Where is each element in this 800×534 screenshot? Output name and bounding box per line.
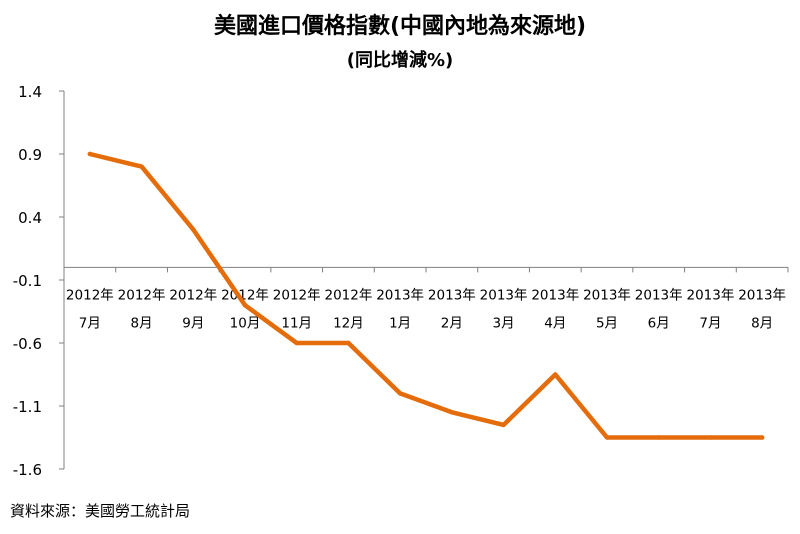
y-tick-label: 0.9: [18, 146, 42, 164]
x-tick-label-month: 10月: [230, 315, 261, 331]
x-tick-label-month: 6月: [648, 315, 670, 331]
x-tick-label-month: 9月: [182, 315, 204, 331]
data-point: [87, 151, 93, 157]
series: [87, 151, 765, 440]
data-point: [346, 340, 351, 346]
data-point: [759, 435, 765, 440]
x-tick-label-year: 2013年: [531, 287, 579, 303]
x-tick-label-month: 3月: [493, 315, 515, 331]
data-point: [553, 372, 558, 377]
x-tick-label-month: 11月: [281, 315, 312, 331]
data-point: [708, 435, 713, 440]
y-tick-label: -0.1: [13, 272, 42, 290]
y-tick-label: 1.4: [18, 83, 42, 101]
x-tick-label-month: 8月: [131, 315, 153, 331]
x-tick-label-year: 2013年: [738, 287, 786, 303]
x-tick-label-month: 7月: [699, 315, 721, 331]
data-point: [191, 227, 196, 232]
source-note: 資料來源：美國勞工統計局: [10, 502, 191, 520]
x-tick-label-month: 2月: [441, 315, 463, 331]
x-tick-label-year: 2013年: [428, 287, 476, 303]
data-point: [139, 164, 144, 169]
y-tick-label: 0.4: [18, 209, 42, 227]
x-tick-label-month: 4月: [544, 315, 566, 331]
data-point: [656, 435, 661, 440]
x-tick-label-year: 2012年: [273, 287, 321, 303]
x-tick-label-month: 7月: [79, 315, 101, 331]
y-tick-label: -0.6: [13, 335, 42, 353]
y-axis: 1.4 0.9 0.4 -0.1 -0.6 -1.1 -1.6: [13, 83, 65, 479]
chart-subtitle: (同比增減%): [346, 50, 454, 71]
x-tick-label-year: 2012年: [221, 287, 269, 303]
data-point: [242, 303, 248, 308]
x-tick-label-year: 2012年: [169, 287, 217, 303]
x-tick-label-month: 8月: [751, 315, 773, 331]
data-point: [501, 422, 506, 428]
x-tick-label-month: 1月: [389, 315, 411, 331]
x-tick-label-month: 12月: [333, 315, 364, 331]
y-tick-label: -1.6: [13, 461, 42, 479]
data-point: [449, 410, 455, 415]
data-point: [294, 340, 299, 346]
x-tick-label-month: 5月: [596, 315, 618, 331]
x-tick-label-year: 2013年: [480, 287, 528, 303]
y-tick-label: -1.1: [13, 398, 42, 416]
data-point: [604, 435, 610, 440]
x-axis: 2012年 7月 2012年 8月 2012年 9月 2012年 10月 2012年 11月 201…: [63, 266, 789, 331]
x-tick-label-year: 2013年: [635, 287, 683, 303]
x-tick-label-year: 2012年: [118, 287, 166, 303]
chart-title: 美國進口價格指數(中國內地為來源地): [213, 14, 587, 39]
x-tick-label-year: 2013年: [686, 287, 734, 303]
x-tick-label-year: 2013年: [376, 287, 424, 303]
x-tick-label-year: 2012年: [66, 287, 114, 303]
data-point: [397, 391, 403, 396]
x-tick-label-year: 2012年: [324, 287, 372, 303]
series-line: [87, 151, 765, 440]
x-tick-label-year: 2013年: [583, 287, 631, 303]
